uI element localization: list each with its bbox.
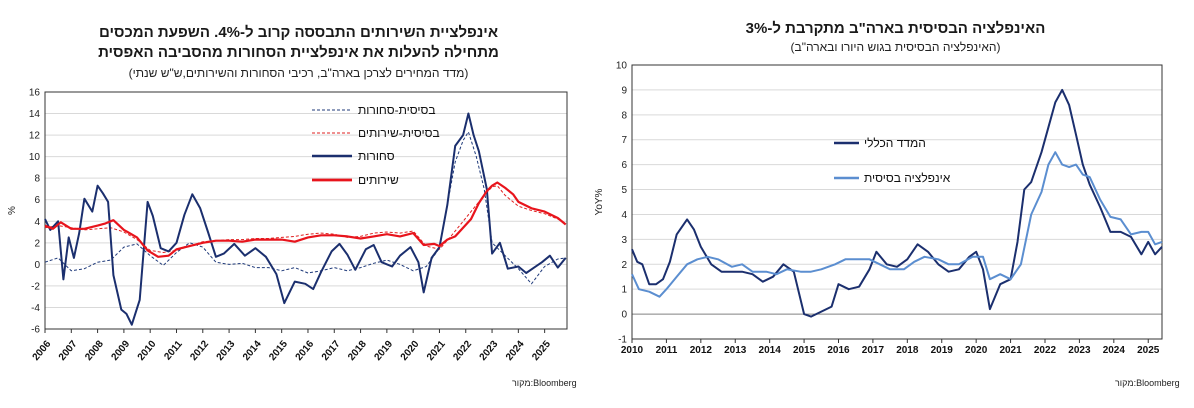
y-tick-label: 2 [621, 260, 627, 271]
x-tick-label: 2025 [1137, 345, 1160, 356]
x-tick-label: 2016 [294, 338, 317, 362]
right-chart-subtitle: (האינפלציה הבסיסית בגוש היורו ובארה"ב) [790, 40, 1001, 54]
y-tick-label: 8 [34, 174, 40, 185]
x-tick-label: 2022 [1034, 345, 1057, 356]
series-line-3 [44, 112, 567, 326]
x-tick-label: 2019 [372, 338, 395, 362]
y-tick-label: -6 [31, 325, 40, 336]
x-tick-label: 2013 [724, 345, 747, 356]
left-chart-subtitle: (מדד המחירים לצרכן בארה"ב, רכיבי הסחורות… [128, 66, 469, 80]
right-chart-source: מקור:Bloomberg [1115, 378, 1180, 388]
legend-label: המדד הכללי [864, 136, 926, 150]
x-tick-label: 2008 [83, 338, 106, 362]
legend-label: אינפלציה בסיסית [864, 171, 951, 185]
x-tick-label: 2017 [320, 338, 343, 362]
y-tick-label: 12 [29, 131, 41, 142]
y-tick-label: 10 [29, 152, 41, 163]
y-axis-label: % [7, 206, 18, 215]
x-tick-label: 2020 [399, 338, 422, 362]
x-tick-label: 2024 [1103, 345, 1126, 356]
left-chart-title-line-2: מתחילה להעלות את אינפלציית הסחורות מהסבי… [98, 44, 499, 61]
y-tick-label: 9 [621, 85, 627, 96]
x-tick-label: 2025 [530, 338, 553, 362]
y-tick-label: 8 [621, 110, 627, 121]
y-tick-label: 6 [621, 160, 627, 171]
y-tick-label: -2 [31, 281, 40, 292]
x-tick-label: 2021 [999, 345, 1022, 356]
right-chart-title: האינפלציה הבסיסית בארה"ב מתקרבת ל-3% [745, 20, 1046, 37]
y-tick-label: 16 [29, 88, 41, 99]
y-tick-label: 1 [621, 285, 627, 296]
y-tick-label: 4 [621, 210, 627, 221]
x-tick-label: 2015 [793, 345, 816, 356]
x-tick-label: 2011 [656, 345, 678, 356]
series-line-4 [44, 181, 567, 258]
y-tick-label: 10 [616, 61, 628, 72]
x-tick-label: 2021 [425, 338, 448, 362]
x-tick-label: 2023 [1068, 345, 1091, 356]
y-tick-label: 7 [621, 135, 627, 146]
legend-label: שירותים [358, 173, 399, 187]
y-axis-label: YoY% [594, 188, 605, 215]
x-tick-label: 2019 [931, 345, 954, 356]
series-line-2 [631, 151, 1163, 298]
x-tick-label: 2023 [478, 338, 501, 362]
x-tick-label: 2016 [827, 345, 850, 356]
y-tick-label: -4 [31, 303, 40, 314]
y-tick-label: 6 [34, 195, 40, 206]
y-tick-label: -1 [618, 335, 627, 346]
x-tick-label: 2020 [965, 345, 988, 356]
x-tick-label: 2018 [896, 345, 919, 356]
plot-frame [44, 91, 568, 330]
legend-label: בסיסית-סחורות [358, 103, 436, 117]
series-line-2 [44, 185, 566, 253]
left-chart-title-line-1: אינפלציית השירותים התבססה קרוב ל-4%. השפ… [98, 24, 499, 41]
x-tick-label: 2017 [862, 345, 885, 356]
y-tick-label: 2 [34, 238, 40, 249]
legend-label: סחורות [358, 149, 395, 163]
x-tick-label: 2011 [162, 338, 185, 362]
y-tick-label: 14 [29, 109, 41, 120]
x-tick-label: 2022 [451, 338, 474, 362]
legend-label: בסיסית-שירותים [358, 126, 440, 140]
plot-frame [631, 64, 1163, 340]
x-tick-label: 2014 [759, 345, 782, 356]
x-tick-label: 2015 [267, 338, 290, 362]
x-tick-label: 2012 [188, 338, 211, 362]
x-tick-label: 2024 [504, 338, 527, 362]
x-tick-label: 2012 [690, 345, 713, 356]
y-tick-label: 0 [621, 310, 627, 321]
y-tick-label: 0 [34, 260, 40, 271]
y-tick-label: 3 [621, 235, 627, 246]
x-tick-label: 2014 [241, 338, 264, 362]
left-chart-source: מקור:Bloomberg [512, 378, 577, 388]
series-line-1 [631, 88, 1163, 318]
x-tick-label: 2007 [57, 338, 80, 362]
x-tick-label: 2006 [31, 338, 54, 362]
y-tick-label: 5 [621, 185, 627, 196]
x-tick-label: 2010 [136, 338, 159, 362]
x-tick-label: 2018 [346, 338, 369, 362]
x-tick-label: 2010 [621, 345, 644, 356]
y-tick-label: 4 [34, 217, 40, 228]
right-chart-panel: האינפלציה הבסיסית בארה"ב מתקרבת ל-3% (הא… [594, 0, 1194, 408]
x-tick-label: 2009 [109, 338, 132, 362]
x-tick-label: 2013 [215, 338, 238, 362]
left-chart-panel: אינפלציית השירותים התבססה קרוב ל-4%. השפ… [7, 24, 577, 388]
